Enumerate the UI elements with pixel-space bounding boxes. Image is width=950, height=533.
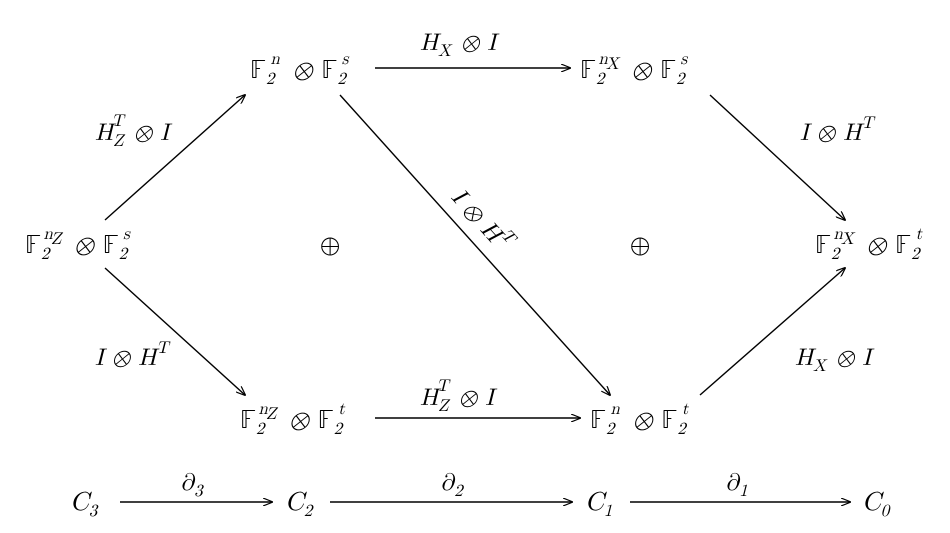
label-botA-to-botB: HZT ⊗ I <box>420 378 498 415</box>
edge-topB-to-right <box>710 95 845 220</box>
svg-text:𝔽2n ⊗ 𝔽2s: 𝔽2n ⊗ 𝔽2s <box>250 51 350 88</box>
node-left: 𝔽2nZ ⊗ 𝔽2s <box>25 226 131 263</box>
label-topA-to-botB: I ⊗ HT <box>447 181 520 258</box>
edge-botB-to-right <box>700 268 845 395</box>
edge-left-to-topA <box>105 95 245 220</box>
label-left-to-botA: I ⊗ HT <box>95 340 171 370</box>
svg-text:𝔽2nX ⊗ 𝔽2t: 𝔽2nX ⊗ 𝔽2t <box>815 226 923 263</box>
svg-text:𝔽2n ⊗ 𝔽2t: 𝔽2n ⊗ 𝔽2t <box>590 401 690 438</box>
label-d1: ∂1 <box>725 471 748 500</box>
chain-C1: C1 <box>585 490 612 520</box>
node-topA: 𝔽2n ⊗ 𝔽2s <box>250 51 350 88</box>
node-right: 𝔽2nX ⊗ 𝔽2t <box>815 226 923 263</box>
chain-C0: C0 <box>862 490 891 520</box>
label-d3: ∂3 <box>180 471 204 500</box>
chain-C2: C2 <box>285 490 315 520</box>
chain-C3: C3 <box>70 490 99 520</box>
label-topA-to-topB: HX ⊗ I <box>420 31 500 60</box>
chain-row: C3 C2 C1 C0 ∂3 ∂2 ∂1 <box>70 471 891 520</box>
node-topB: 𝔽2nX ⊗ 𝔽2s <box>580 51 688 88</box>
diagram-canvas: 𝔽2nZ ⊗ 𝔽2s 𝔽2n ⊗ 𝔽2s 𝔽2nX ⊗ 𝔽2s 𝔽2nZ ⊗ 𝔽… <box>0 0 950 533</box>
svg-text:𝔽2nX ⊗ 𝔽2s: 𝔽2nX ⊗ 𝔽2s <box>580 51 688 88</box>
oplus-1: ⊕ <box>320 233 340 259</box>
label-left-to-topA: HZT ⊗ I <box>95 113 173 150</box>
label-d2: ∂2 <box>440 471 465 500</box>
edge-topA-to-botB <box>340 95 610 395</box>
node-botA: 𝔽2nZ ⊗ 𝔽2t <box>240 401 346 438</box>
label-topB-to-right: I ⊗ HT <box>800 115 876 145</box>
svg-text:𝔽2nZ ⊗ 𝔽2t: 𝔽2nZ ⊗ 𝔽2t <box>240 401 346 438</box>
edge-left-to-botA <box>105 268 245 395</box>
node-botB: 𝔽2n ⊗ 𝔽2t <box>590 401 690 438</box>
svg-text:𝔽2nZ ⊗ 𝔽2s: 𝔽2nZ ⊗ 𝔽2s <box>25 226 131 263</box>
oplus-2: ⊕ <box>630 233 650 259</box>
label-botB-to-right: HX ⊗ I <box>795 346 875 375</box>
